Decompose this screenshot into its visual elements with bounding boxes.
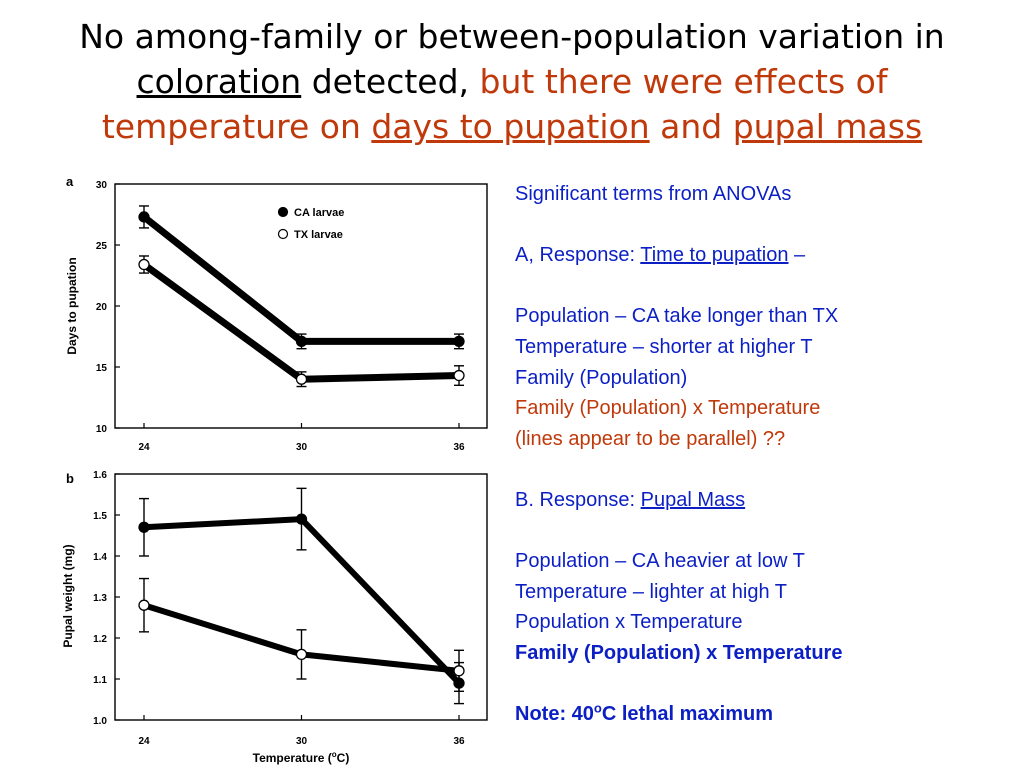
title-effects: but there were effects of <box>479 62 888 101</box>
b-term-population-x-temperature: Population x Temperature <box>515 611 743 634</box>
title-line-1: No among-family or between-population va… <box>79 17 945 56</box>
title-and: and <box>649 107 733 146</box>
data-point-filled <box>138 211 150 223</box>
b-term-family-x-temperature: Family (Population) x Temperature <box>515 641 843 664</box>
panel-a-axes: 10 15 20 25 30 24 30 36 <box>96 180 465 453</box>
x-tick-label: 24 <box>138 736 150 747</box>
title-line-3: temperature on days to pupation and pupa… <box>0 104 1024 149</box>
data-point-open <box>138 258 150 271</box>
response-a-time-to-pupation: Time to pupation <box>640 244 789 267</box>
y-tick-label: 1.2 <box>93 634 107 645</box>
response-a-prefix: A, Response: <box>515 244 641 267</box>
figure-svg: a 10 15 20 25 30 24 30 36 Days to pupation CA l… <box>61 174 488 765</box>
title-days-to-pupation: days to pupation <box>371 107 650 146</box>
note-pre: Note: 40 <box>515 703 594 726</box>
panel-b-xlabel: Temperature (oC) <box>253 750 350 765</box>
x-tick-label: 30 <box>296 442 308 453</box>
panel-b-axes: 1.0 1.1 1.2 1.3 1.4 1.5 1.6 24 30 36 <box>93 470 465 747</box>
spacer <box>515 516 1020 547</box>
a-term-family: Family (Population) <box>515 366 688 389</box>
response-b: B. Response: Pupal Mass <box>515 485 1020 516</box>
spacer <box>515 271 1020 302</box>
title-pupal-mass: pupal mass <box>732 107 923 146</box>
panel-a-label: a <box>66 174 74 189</box>
title-coloration: coloration <box>136 62 302 101</box>
response-b-prefix: B. Response: <box>515 488 641 511</box>
panel-a-frame <box>114 183 488 429</box>
a-term-temperature: Temperature – shorter at higher T <box>515 335 813 358</box>
data-point-filled <box>453 335 465 348</box>
x-tick-label: 36 <box>453 736 465 747</box>
a-term-population: Population – CA take longer than TX <box>515 305 839 328</box>
y-tick-label: 1.0 <box>93 716 107 727</box>
series-line-open <box>140 261 463 383</box>
data-point-filled <box>295 335 308 348</box>
spacer <box>515 669 1020 700</box>
y-tick-label: 1.5 <box>93 511 107 522</box>
xlabel-sup: o <box>332 750 337 759</box>
x-tick-label: 30 <box>296 736 308 747</box>
data-point-open <box>295 648 308 661</box>
title-temperature-on: temperature on <box>101 107 372 146</box>
x-tick-label: 24 <box>138 442 150 453</box>
data-point-filled <box>295 513 308 525</box>
note-post: C lethal maximum <box>601 703 774 726</box>
y-tick-label: 1.4 <box>93 552 107 563</box>
y-tick-label: 1.1 <box>93 675 107 686</box>
panel-a-ylabel: Days to pupation <box>65 257 79 354</box>
x-tick-label: 36 <box>453 442 465 453</box>
b-term-temperature: Temperature – lighter at high T <box>515 580 788 603</box>
title-detected: detected, <box>301 62 470 101</box>
panel-b-ylabel: Pupal weight (mg) <box>61 544 75 647</box>
panel-a: a 10 15 20 25 30 24 30 36 Days to pupation CA l… <box>65 174 488 453</box>
a-note-parallel: (lines appear to be parallel) ?? <box>515 427 786 450</box>
panel-b-label: b <box>66 471 74 486</box>
notes-heading: Significant terms from ANOVAs <box>515 183 792 205</box>
a-term-family-x-temperature: Family (Population) x Temperature <box>515 397 821 420</box>
legend-filled-marker <box>277 206 289 218</box>
y-tick-label: 1.3 <box>93 593 107 604</box>
y-tick-label: 1.6 <box>93 470 107 481</box>
panel-a-marks <box>138 205 465 388</box>
data-point-open <box>453 369 465 382</box>
note-sup: o <box>593 700 602 716</box>
y-tick-label: 10 <box>96 424 108 435</box>
data-point-filled <box>138 521 150 533</box>
b-term-population: Population – CA heavier at low T <box>515 550 805 573</box>
y-tick-label: 25 <box>96 241 108 252</box>
figure: a 10 15 20 25 30 24 30 36 Days to pupation CA l… <box>20 172 500 768</box>
slide-title: No among-family or between-population va… <box>0 14 1024 149</box>
data-point-open <box>453 665 465 677</box>
anova-notes: Significant terms from ANOVAs A, Respons… <box>515 179 1020 730</box>
title-line-2: coloration detected, but there were effe… <box>0 59 1024 104</box>
panel-b: b 1.0 1.1 1.2 1.3 1.4 1.5 1.6 24 30 36 Pupal weig… <box>61 470 488 765</box>
legend-ca-larvae: CA larvae <box>294 207 344 219</box>
y-tick-label: 20 <box>96 302 108 313</box>
legend-tx-larvae: TX larvae <box>294 229 343 241</box>
response-a-suffix: – <box>788 244 806 267</box>
response-b-pupal-mass: Pupal Mass <box>640 488 746 511</box>
legend-open-marker <box>277 228 289 240</box>
data-point-open <box>295 373 308 385</box>
response-a: A, Response: Time to pupation – <box>515 240 1020 271</box>
spacer <box>515 210 1020 241</box>
xlabel-post: C) <box>337 751 350 765</box>
y-tick-label: 15 <box>96 363 108 374</box>
data-point-open <box>138 599 150 611</box>
xlabel-pre: Temperature ( <box>253 751 332 765</box>
lethal-maximum-note: Note: 40oC lethal maximum <box>515 699 1020 730</box>
spacer <box>515 454 1020 485</box>
panel-a-legend: CA larvae TX larvae <box>277 206 344 241</box>
y-tick-label: 30 <box>96 180 108 191</box>
panel-b-marks <box>138 487 465 705</box>
